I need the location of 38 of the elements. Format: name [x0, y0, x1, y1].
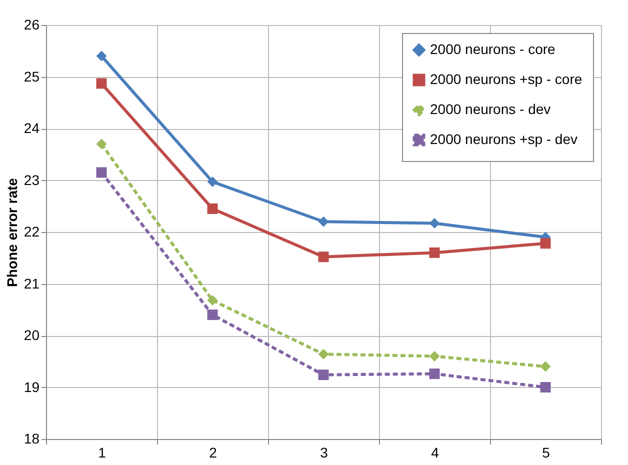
legend-label: 2000 neurons - dev [430, 101, 551, 117]
x-tick-label: 1 [98, 444, 106, 460]
point [207, 310, 218, 320]
y-axis-title: Phone error rate [4, 178, 20, 287]
y-tick-label: 25 [24, 68, 40, 84]
point [96, 78, 107, 89]
x-tick-label: 3 [320, 444, 328, 460]
y-tick-label: 18 [24, 430, 40, 446]
point [318, 370, 329, 380]
point [429, 368, 440, 380]
y-tick-label: 21 [24, 275, 40, 292]
y-tick-label: 24 [24, 120, 40, 136]
point [318, 348, 329, 360]
point [207, 176, 218, 188]
legend-label: 2000 neurons +sp - dev [430, 131, 578, 147]
point [540, 238, 551, 249]
legend-label: 2000 neurons +sp - core [430, 71, 582, 87]
legend-label: 2000 neurons - core [430, 41, 556, 57]
point [207, 203, 218, 214]
point [429, 350, 440, 362]
point [429, 247, 440, 258]
y-tick-label: 26 [24, 16, 40, 32]
y-tick-label: 22 [24, 224, 40, 240]
point [429, 218, 440, 228]
y-tick-label: 23 [24, 172, 40, 188]
x-tick-label: 5 [542, 444, 550, 460]
point [207, 295, 218, 306]
point [96, 50, 107, 62]
y-tick-label: 19 [24, 378, 40, 395]
point [540, 361, 551, 372]
point [96, 138, 107, 150]
point [96, 167, 107, 178]
point [318, 216, 329, 227]
x-tick-label: 2 [209, 444, 218, 460]
x-tick-label: 4 [431, 444, 440, 460]
point [540, 382, 551, 392]
y-tick-label: 20 [24, 327, 40, 343]
point [318, 252, 329, 262]
